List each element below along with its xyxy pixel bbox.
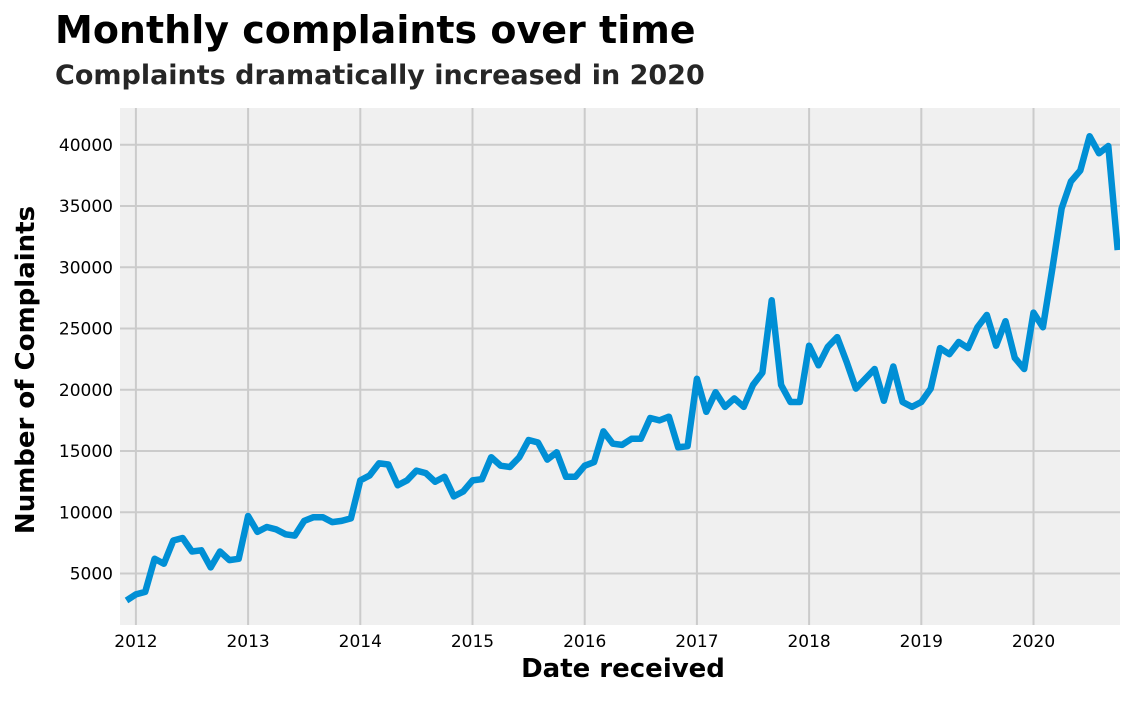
y-tick-label: 20000 [59, 381, 113, 401]
y-tick-label: 35000 [59, 197, 113, 217]
y-tick-label: 5000 [70, 565, 113, 585]
x-tick-label: 2016 [563, 632, 606, 652]
y-tick-label: 10000 [59, 503, 113, 523]
y-tick-label: 30000 [59, 258, 113, 278]
x-axis-label: Date received [521, 654, 725, 684]
x-tick-label: 2013 [226, 632, 269, 652]
chart-subtitle: Complaints dramatically increased in 202… [55, 60, 705, 91]
x-tick-label: 2018 [787, 632, 830, 652]
series-line [124, 132, 1120, 604]
x-tick-label: 2015 [451, 632, 494, 652]
y-tick-label: 15000 [59, 442, 113, 462]
plot-background [120, 108, 1120, 625]
x-tick-label: 2012 [114, 632, 157, 652]
x-tick-label: 2019 [900, 632, 943, 652]
y-tick-label: 40000 [59, 136, 113, 156]
chart-title: Monthly complaints over time [55, 8, 696, 52]
x-tick-label: 2020 [1012, 632, 1055, 652]
x-tick-label: 2014 [339, 632, 382, 652]
x-tick-label: 2017 [675, 632, 718, 652]
y-tick-label: 25000 [59, 320, 113, 340]
